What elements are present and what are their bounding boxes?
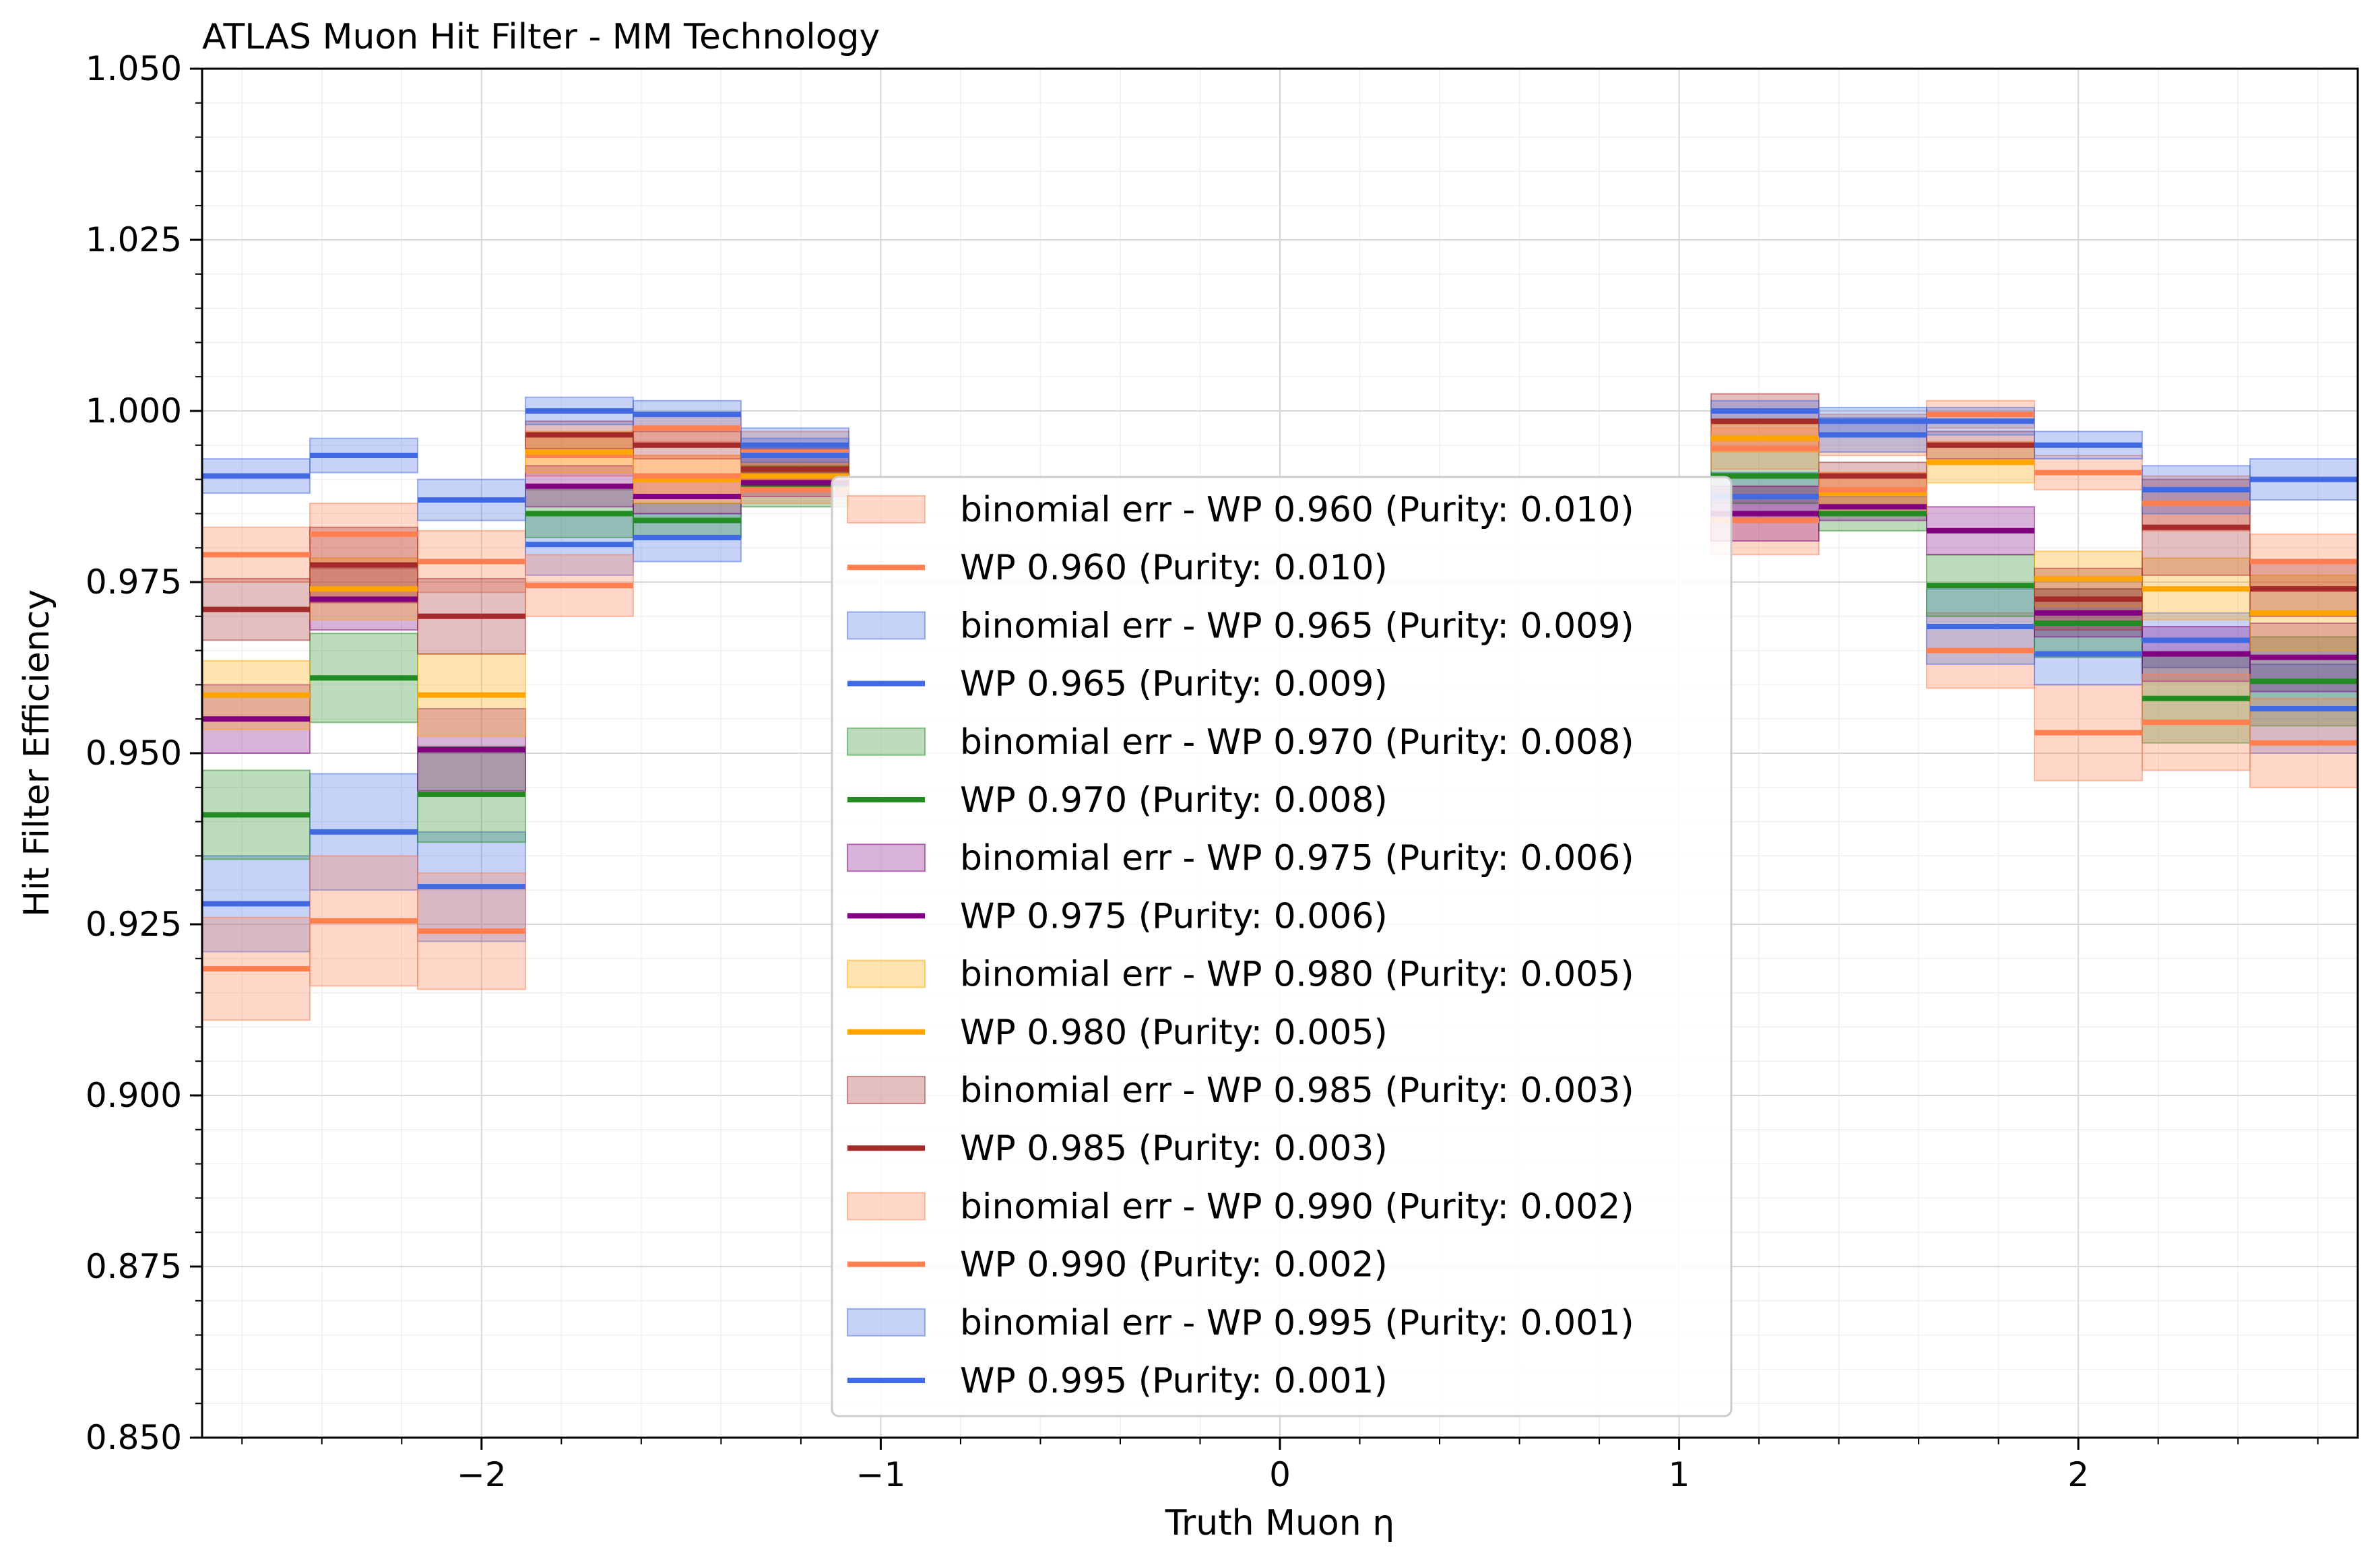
y-tick-label: 0.875 — [86, 1247, 182, 1286]
legend-entry-label: binomial err - WP 0.985 (Purity: 0.003) — [960, 1070, 1634, 1111]
legend-band-swatch — [847, 959, 926, 988]
y-tick-label: 1.050 — [86, 49, 182, 88]
legend-entry-label: WP 0.975 (Purity: 0.006) — [960, 896, 1388, 936]
x-axis-label-text: Truth Muon η — [1165, 1503, 1394, 1543]
legend-band-swatch — [847, 1308, 926, 1337]
y-tick-label: 1.025 — [86, 220, 182, 259]
series-lines — [202, 408, 2358, 972]
legend-band-swatch — [847, 727, 926, 756]
legend-entry-label: binomial err - WP 0.960 (Purity: 0.010) — [960, 490, 1634, 530]
x-axis-label: Truth Muon η — [1165, 1503, 1394, 1543]
y-tick-label: 1.000 — [86, 391, 182, 430]
legend-entry-label: binomial err - WP 0.980 (Purity: 0.005) — [960, 955, 1634, 995]
x-tick-label: −1 — [856, 1455, 906, 1494]
legend-entry-label: WP 0.985 (Purity: 0.003) — [960, 1128, 1388, 1169]
legend-entry-label: WP 0.980 (Purity: 0.005) — [960, 1013, 1388, 1053]
x-tick-label: 1 — [1669, 1455, 1690, 1494]
legend-band-swatch — [847, 843, 926, 872]
legend-entry-label: binomial err - WP 0.975 (Purity: 0.006) — [960, 838, 1634, 878]
y-tick-label: 0.850 — [86, 1418, 182, 1457]
legend-entry-label: binomial err - WP 0.995 (Purity: 0.001) — [960, 1303, 1634, 1343]
legend-entry-label: binomial err - WP 0.965 (Purity: 0.009) — [960, 606, 1634, 646]
x-axis: −2 −1 0 1 2 — [241, 1438, 2319, 1494]
y-tick-label: 0.975 — [86, 563, 182, 602]
legend-box — [831, 476, 1733, 1417]
legend-entry-label: WP 0.960 (Purity: 0.010) — [960, 548, 1388, 588]
chart-title: ATLAS Muon Hit Filter - MM Technology — [202, 17, 880, 57]
legend-band-swatch — [847, 611, 926, 640]
legend-entry-label: WP 0.970 (Purity: 0.008) — [960, 780, 1388, 821]
y-tick-label: 0.950 — [86, 734, 182, 773]
legend-band-swatch — [847, 1076, 926, 1104]
legend-band-swatch — [847, 1192, 926, 1221]
legend-entry-label: WP 0.965 (Purity: 0.009) — [960, 664, 1388, 705]
y-tick-label: 0.900 — [86, 1076, 182, 1115]
legend-entry-label: WP 0.995 (Purity: 0.001) — [960, 1361, 1388, 1401]
x-tick-label: 2 — [2067, 1455, 2089, 1494]
y-axis-label: Hit Filter Efficiency — [17, 589, 57, 917]
legend-entry-label: WP 0.990 (Purity: 0.002) — [960, 1245, 1388, 1285]
x-tick-label: 0 — [1269, 1455, 1291, 1494]
y-tick-label: 0.925 — [86, 905, 182, 944]
legend-entry-label: binomial err - WP 0.970 (Purity: 0.008) — [960, 722, 1634, 763]
legend-entry-label: binomial err - WP 0.990 (Purity: 0.002) — [960, 1186, 1634, 1227]
legend: binomial err - WP 0.960 (Purity: 0.010) W… — [831, 476, 1733, 1417]
x-tick-label: −2 — [457, 1455, 507, 1494]
legend-band-swatch — [847, 495, 926, 523]
y-axis: 0.850 0.875 0.900 0.925 0.950 0.975 1.000 1.025… — [86, 49, 202, 1457]
